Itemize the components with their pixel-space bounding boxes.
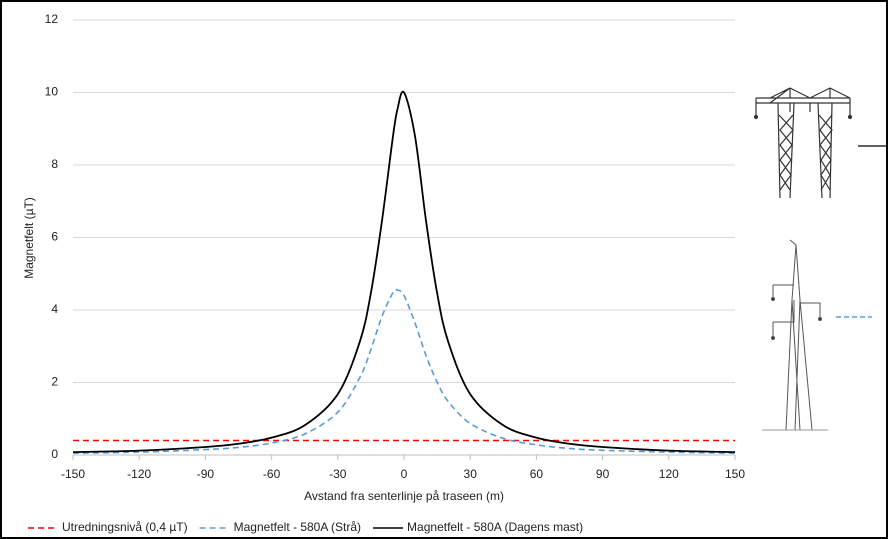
legend-label: Magnetfelt - 580A (Strå)	[234, 520, 361, 534]
series-line	[72, 288, 736, 454]
x-tick-label: 60	[530, 467, 544, 481]
y-axis-title: Magnetfelt (µT)	[22, 197, 36, 279]
x-tick-label: -120	[127, 467, 151, 481]
x-tick-label: 0	[401, 467, 408, 481]
y-tick-label: 2	[51, 375, 58, 389]
y-tick-label: 12	[45, 12, 59, 26]
y-tick-label: 0	[51, 447, 58, 461]
x-tick-label: -90	[197, 467, 215, 481]
legend-label: Magnetfelt - 580A (Dagens mast)	[407, 520, 583, 534]
composite-tower-icon	[762, 239, 828, 431]
x-tick-label: 150	[725, 467, 745, 481]
y-tick-label: 8	[51, 157, 58, 171]
x-tick-label: -30	[329, 467, 347, 481]
y-tick-label: 10	[45, 85, 59, 99]
legend-label: Utredningsnivå (0,4 µT)	[62, 520, 188, 534]
y-tick-label: 4	[51, 302, 58, 316]
series-line	[72, 90, 736, 453]
x-tick-label: -60	[263, 467, 281, 481]
lattice-tower-icon	[753, 87, 853, 199]
y-tick-label: 6	[51, 230, 58, 244]
x-tick-label: 30	[464, 467, 478, 481]
x-tick-label: 120	[659, 467, 679, 481]
x-tick-label: 90	[596, 467, 610, 481]
x-axis-title: Avstand fra senterlinje på traseen (m)	[304, 489, 504, 503]
x-tick-label: -150	[61, 467, 85, 481]
